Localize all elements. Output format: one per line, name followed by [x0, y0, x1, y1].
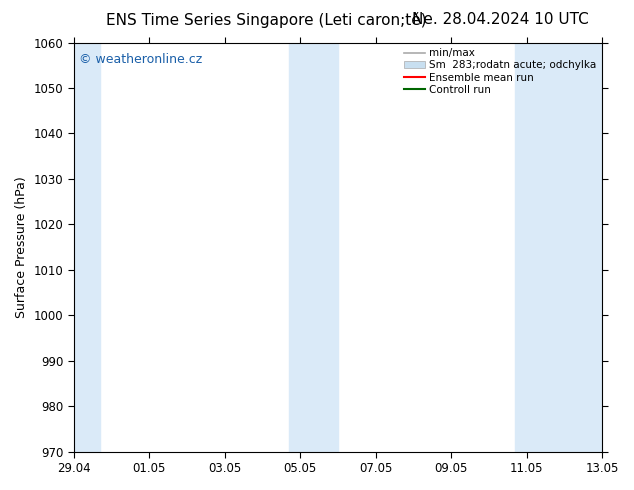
- Legend: min/max, Sm  283;rodatn acute; odchylka, Ensemble mean run, Controll run: min/max, Sm 283;rodatn acute; odchylka, …: [400, 44, 601, 99]
- Text: ENS Time Series Singapore (Leti caron;tě): ENS Time Series Singapore (Leti caron;tě…: [106, 12, 427, 28]
- Bar: [62, 43, 100, 452]
- Text: Ne. 28.04.2024 10 UTC: Ne. 28.04.2024 10 UTC: [413, 12, 589, 27]
- Text: © weatheronline.cz: © weatheronline.cz: [79, 53, 202, 66]
- Bar: [289, 43, 338, 452]
- Y-axis label: Surface Pressure (hPa): Surface Pressure (hPa): [15, 176, 28, 318]
- Bar: [515, 43, 614, 452]
